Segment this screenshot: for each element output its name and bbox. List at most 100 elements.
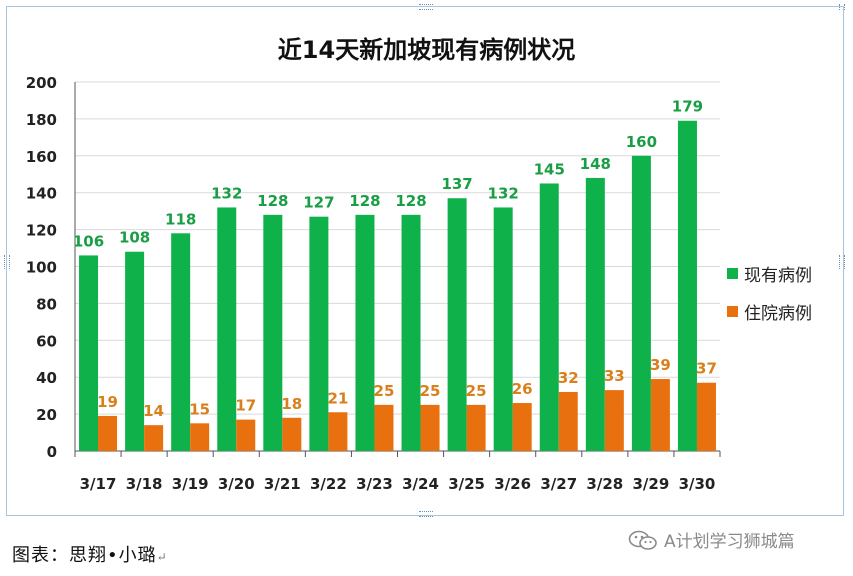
data-label-hospitalised: 15 [189, 400, 210, 418]
data-label-hospitalised: 21 [327, 389, 348, 407]
data-label-hospitalised: 19 [97, 393, 118, 411]
bar-hospitalised [190, 423, 210, 451]
bar-current-cases [309, 216, 329, 451]
x-tick-label: 3/22 [310, 475, 347, 493]
x-tick-label: 3/23 [356, 475, 393, 493]
data-label-current: 145 [534, 160, 565, 178]
data-label-hospitalised: 25 [420, 382, 441, 400]
data-label-current: 128 [349, 192, 380, 210]
data-label-hospitalised: 32 [558, 369, 579, 387]
legend: 现有病例 住院病例 [727, 262, 812, 338]
x-tick-label: 3/17 [80, 475, 117, 493]
data-label-current: 128 [395, 192, 426, 210]
watermark-text: A计划学习狮城篇 [664, 532, 795, 552]
data-label-current: 106 [73, 232, 104, 250]
x-tick-label: 3/18 [126, 475, 163, 493]
watermark: A计划学习狮城篇 [628, 527, 795, 552]
bar-hospitalised [374, 404, 394, 451]
bar-current-cases [263, 214, 283, 451]
data-label-current: 127 [303, 194, 334, 212]
x-tick-label: 3/29 [632, 475, 669, 493]
data-label-current: 160 [626, 133, 657, 151]
data-label-hospitalised: 17 [235, 397, 256, 415]
data-label-current: 179 [672, 98, 703, 116]
resize-handle-left[interactable] [4, 255, 10, 269]
bar-hospitalised [98, 415, 118, 451]
bar-current-cases [447, 198, 467, 451]
bar-current-cases [401, 214, 421, 451]
bar-hospitalised [604, 390, 624, 451]
legend-label-current: 现有病例 [744, 265, 812, 286]
data-label-hospitalised: 33 [604, 367, 625, 385]
x-tick-label: 3/28 [586, 475, 623, 493]
bar-hospitalised [696, 382, 716, 451]
x-tick-label: 3/21 [264, 475, 301, 493]
legend-label-hospitalised: 住院病例 [744, 303, 812, 324]
y-tick-label: 0 [47, 443, 57, 461]
resize-handle-right[interactable] [839, 255, 845, 269]
bar-hospitalised [558, 391, 578, 451]
resize-handle-corner[interactable] [839, 4, 845, 10]
caption-text: 图表：思翔•小璐 [12, 545, 157, 566]
bar-current-cases [79, 255, 99, 451]
bar-current-cases [631, 155, 651, 452]
x-tick-label: 3/24 [402, 475, 439, 493]
x-tick-label: 3/20 [218, 475, 255, 493]
bar-current-cases [171, 233, 191, 451]
bar-chart: 0 20 40 60 80 100 120 140 160 180 200 106 19 3/17 108 1… [26, 74, 721, 493]
data-label-current: 148 [580, 155, 611, 173]
x-tick-label: 3/26 [494, 475, 531, 493]
bar-hospitalised [420, 404, 440, 451]
caption: 图表：思翔•小璐↵ [12, 541, 168, 567]
data-label-current: 132 [488, 184, 519, 202]
y-tick-label: 160 [26, 148, 57, 166]
legend-swatch-hospitalised [727, 305, 738, 317]
y-tick-label: 140 [26, 185, 57, 203]
bar-hospitalised [328, 412, 348, 451]
wechat-icon [628, 530, 657, 550]
data-label-current: 118 [165, 210, 196, 228]
data-label-current: 108 [119, 229, 150, 247]
y-tick-label: 60 [36, 332, 57, 350]
data-label-current: 128 [257, 192, 288, 210]
bar-hospitalised [236, 419, 256, 451]
data-label-hospitalised: 25 [466, 382, 487, 400]
y-tick-label: 20 [36, 406, 57, 424]
bar-current-cases [217, 207, 237, 451]
bar-current-cases [355, 214, 375, 451]
x-tick-label: 3/25 [448, 475, 485, 493]
y-tick-label: 120 [26, 222, 57, 240]
data-label-current: 132 [211, 184, 242, 202]
paragraph-mark: ↵ [156, 550, 168, 564]
bar-current-cases [585, 177, 605, 451]
data-label-current: 137 [441, 175, 472, 193]
legend-swatch-current [727, 267, 738, 279]
bar-current-cases [493, 207, 513, 451]
data-label-hospitalised: 25 [374, 382, 395, 400]
data-label-hospitalised: 14 [143, 402, 164, 420]
data-label-hospitalised: 26 [512, 380, 533, 398]
chart-title: 近14天新加坡现有病例状况 [277, 36, 576, 64]
legend-item-current: 现有病例 [727, 262, 812, 286]
y-tick-label: 200 [26, 74, 57, 92]
legend-item-hospitalised: 住院病例 [727, 300, 812, 324]
y-tick-label: 180 [26, 111, 57, 129]
y-tick-label: 100 [26, 259, 57, 277]
y-tick-label: 80 [36, 295, 57, 313]
data-label-hospitalised: 18 [281, 395, 302, 413]
x-tick-label: 3/27 [540, 475, 577, 493]
x-tick-label: 3/30 [679, 475, 716, 493]
x-tick-label: 3/19 [172, 475, 209, 493]
bar-hospitalised [650, 379, 670, 451]
bar-hospitalised [282, 417, 302, 451]
data-label-hospitalised: 37 [696, 360, 717, 378]
bar-current-cases [125, 251, 145, 451]
data-label-hospitalised: 39 [650, 356, 671, 374]
resize-handle-bottom[interactable] [419, 511, 433, 517]
resize-handle-top[interactable] [419, 4, 433, 10]
bar-hospitalised [144, 425, 164, 451]
bar-hospitalised [466, 404, 486, 451]
bar-hospitalised [512, 403, 532, 451]
bar-current-cases [677, 120, 697, 452]
bar-current-cases [539, 183, 559, 451]
